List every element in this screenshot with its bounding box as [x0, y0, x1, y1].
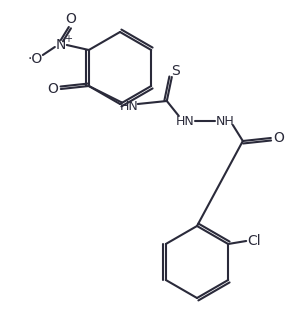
Text: N: N	[56, 38, 66, 52]
Text: NH: NH	[216, 115, 234, 128]
Text: S: S	[172, 64, 180, 78]
Text: ·O: ·O	[27, 52, 42, 66]
Text: HN: HN	[119, 99, 138, 112]
Text: O: O	[273, 131, 284, 145]
Text: O: O	[47, 82, 58, 96]
Text: O: O	[65, 12, 76, 26]
Text: HN: HN	[175, 115, 194, 128]
Text: Cl: Cl	[247, 234, 261, 248]
Text: +: +	[64, 34, 72, 44]
